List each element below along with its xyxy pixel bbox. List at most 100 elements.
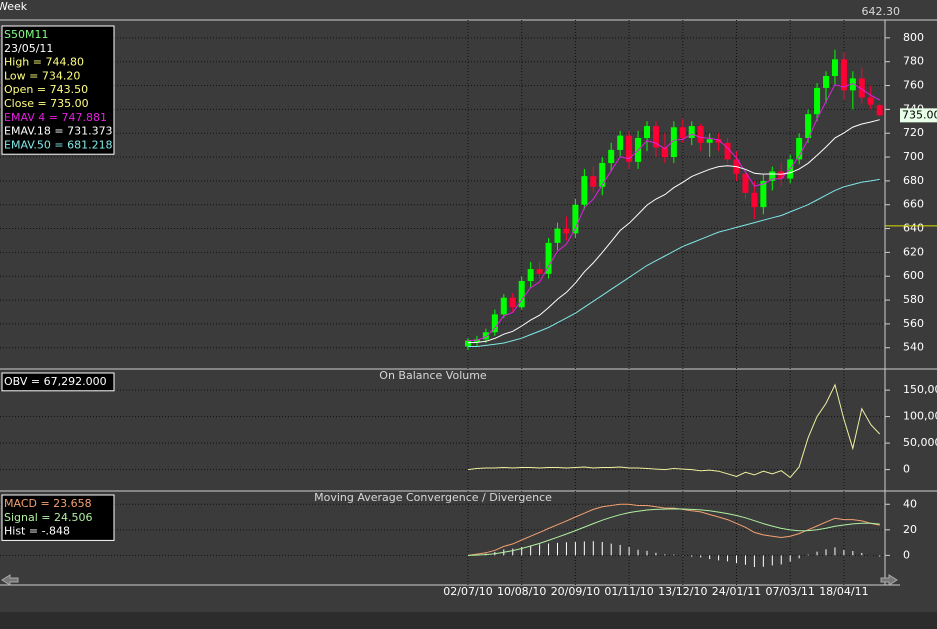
candle-body (652, 126, 659, 148)
legend-entry: Close = 735.00 (4, 97, 89, 110)
x-tick-label: 13/12/10 (658, 585, 707, 598)
scroll-left[interactable] (1, 574, 19, 586)
legend-entry: Hist = -.848 (4, 525, 70, 538)
candle-body (465, 340, 471, 347)
panel-title: Moving Average Convergence / Divergence (314, 491, 552, 504)
candle-body (527, 269, 534, 281)
legend-entry: EMAV.50 = 681.218 (4, 138, 113, 151)
legend-box (1, 372, 115, 392)
legend-entry: S50M11 (4, 28, 48, 41)
candle-body (840, 59, 847, 91)
y-tick-label: 100,00 (903, 410, 937, 423)
y-tick-label: 640 (903, 222, 924, 235)
candle-body (706, 139, 713, 143)
x-tick-label: 10/08/10 (497, 585, 546, 598)
y-tick-label: 760 (903, 79, 924, 92)
candle-body (509, 297, 516, 308)
y-tick-label: 580 (903, 293, 924, 306)
crosshair-label: 642.30 (862, 5, 901, 18)
y-tick-label: 660 (903, 198, 924, 211)
y-tick-label: 780 (903, 55, 924, 68)
last-price-box (900, 108, 937, 123)
candle-body (500, 297, 507, 315)
candle-body (867, 97, 874, 105)
candle-body (590, 176, 597, 187)
ema-line (467, 119, 880, 344)
y-tick-label: 800 (903, 31, 924, 44)
last-price-label: 735.00 (902, 108, 937, 121)
legend-box (1, 25, 115, 155)
candle-body (545, 242, 552, 274)
y-tick-label: 20 (903, 523, 917, 536)
scroll-right[interactable] (880, 574, 898, 586)
candle-body (626, 135, 633, 162)
y-tick-label: 620 (903, 245, 924, 258)
x-tick-label: 20/09/10 (551, 585, 600, 598)
candle-body (518, 281, 525, 308)
obv-line (467, 383, 881, 479)
candle-body (751, 192, 758, 208)
candle-body (581, 176, 588, 205)
y-tick-label: 700 (903, 150, 924, 163)
candle-body (599, 163, 606, 187)
x-tick-label: 18/04/11 (819, 585, 868, 598)
candle-body (563, 228, 570, 234)
candle-body (858, 78, 865, 98)
candle-body (617, 135, 624, 150)
legend-entry: Signal = 24.506 (4, 511, 93, 524)
y-tick-label: 680 (903, 174, 924, 187)
y-tick-label: 150,00 (903, 383, 937, 396)
y-tick-label: 600 (903, 269, 924, 282)
candle-body (831, 59, 838, 77)
candle-body (814, 87, 821, 115)
legend-entry: EMAV.18 = 731.373 (4, 125, 113, 138)
ema-line (468, 178, 880, 347)
candle-body (644, 126, 650, 138)
candle-body (769, 171, 776, 181)
y-tick-label: 0 (903, 463, 910, 476)
candle-body (876, 105, 883, 116)
candle-body (715, 139, 722, 143)
candle-body (805, 114, 812, 138)
candle-body (482, 332, 489, 340)
candle-body (536, 269, 543, 274)
y-tick-label: 40 (903, 497, 917, 510)
status-strip (0, 612, 937, 629)
panel-title: On Balance Volume (379, 369, 487, 382)
x-tick-label: 01/11/10 (604, 585, 653, 598)
candle-body (760, 180, 767, 208)
candle-body (796, 137, 803, 160)
y-tick-label: 560 (903, 317, 924, 330)
y-tick-label: 0 (903, 548, 910, 561)
candle-body (554, 228, 561, 243)
macd-line (467, 503, 880, 556)
y-tick-label: 50,000 (903, 436, 937, 449)
candle-body (661, 147, 668, 158)
candle-body (778, 171, 785, 179)
legend-entry: EMAV 4 = 747.881 (4, 111, 107, 124)
candle-body (742, 173, 749, 193)
x-tick-label: 02/07/10 (443, 585, 492, 598)
macd-line (467, 508, 880, 556)
candle-body (608, 149, 615, 164)
candle-body (670, 127, 677, 158)
period-label: Week (0, 0, 28, 13)
legend-box (1, 494, 115, 541)
legend-entry: OBV = 67,292.000 (4, 375, 107, 388)
y-tick-label: 540 (903, 341, 924, 354)
candle-body (724, 142, 731, 160)
candle-body (849, 78, 856, 91)
candle-body (697, 126, 704, 143)
legend-entry: Low = 734.20 (4, 69, 80, 82)
legend-entry: High = 744.80 (4, 56, 84, 69)
candle-body (572, 204, 579, 234)
candle-body (688, 126, 695, 138)
x-tick-label: 07/03/11 (765, 585, 814, 598)
legend-entry: 23/05/11 (4, 42, 53, 55)
y-tick-label: 720 (903, 126, 924, 139)
candle-body (491, 314, 498, 333)
candle-body (679, 127, 686, 138)
legend-entry: Open = 743.50 (4, 83, 88, 96)
